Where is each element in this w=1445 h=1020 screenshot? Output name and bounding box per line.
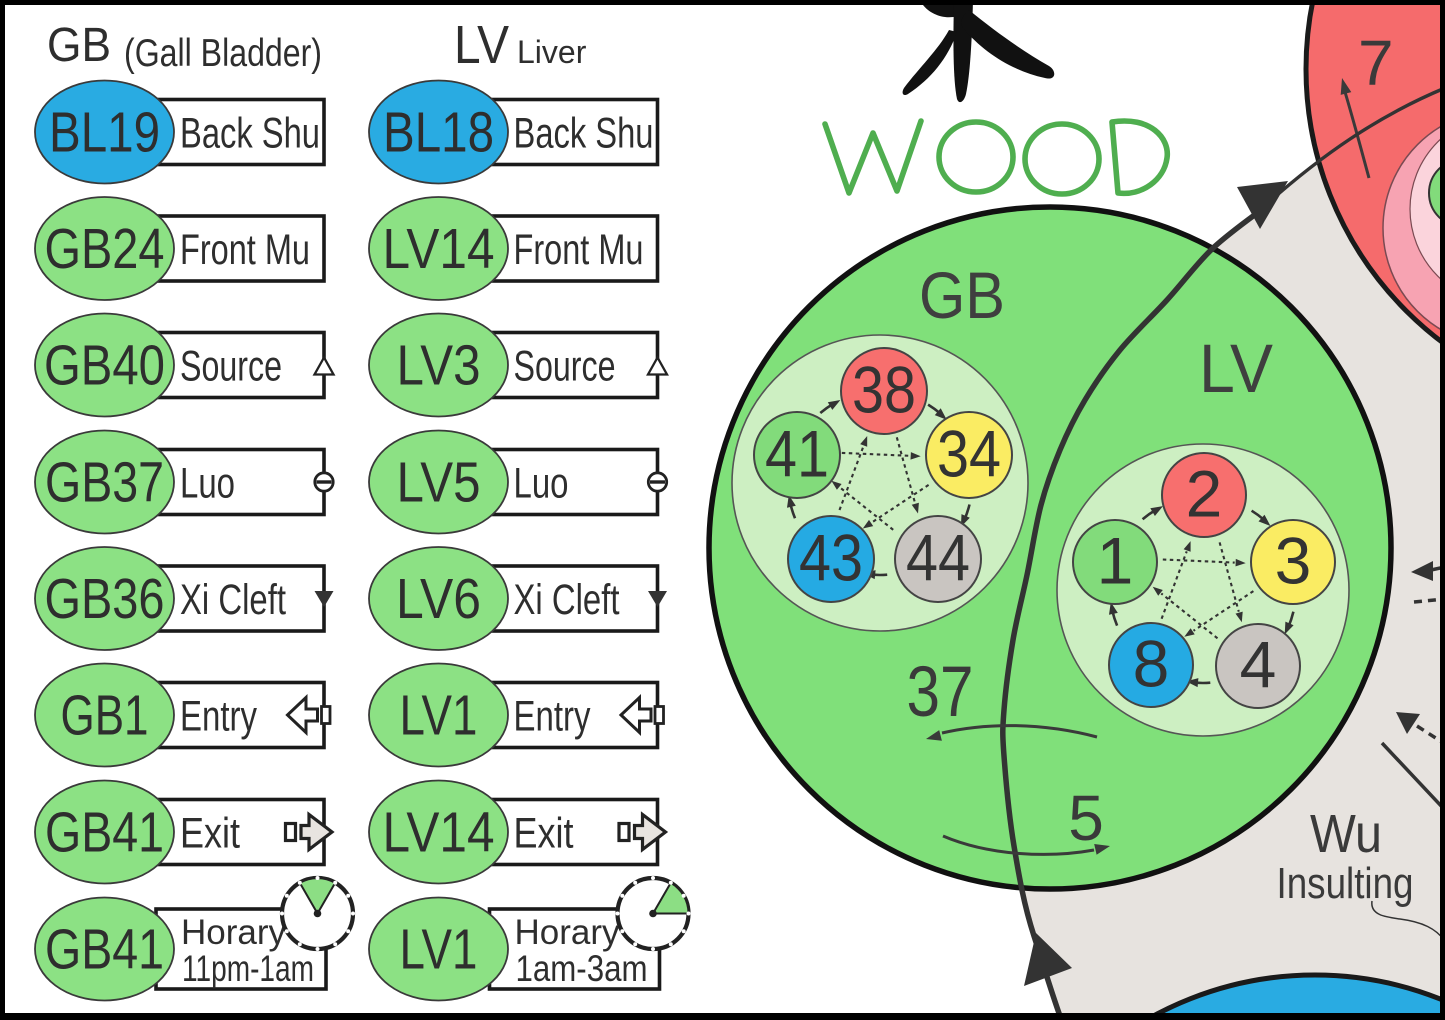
svg-text:Exit: Exit xyxy=(180,810,240,858)
svg-text:(Gall Bladder): (Gall Bladder) xyxy=(124,32,322,75)
svg-text:1am-3am: 1am-3am xyxy=(516,948,648,989)
svg-text:LV14: LV14 xyxy=(383,217,495,281)
svg-text:Luo: Luo xyxy=(180,460,235,508)
svg-text:GB41: GB41 xyxy=(45,918,164,982)
svg-text:Liver: Liver xyxy=(517,34,587,70)
svg-text:GB36: GB36 xyxy=(45,567,165,631)
svg-text:Back Shu: Back Shu xyxy=(514,110,654,158)
svg-text:Wu: Wu xyxy=(1310,804,1382,864)
svg-text:Luo: Luo xyxy=(514,460,569,508)
svg-text:LV14: LV14 xyxy=(383,801,495,865)
svg-text:34: 34 xyxy=(937,417,1001,491)
svg-text:43: 43 xyxy=(799,521,863,595)
svg-text:GB40: GB40 xyxy=(44,334,165,398)
svg-text:Front Mu: Front Mu xyxy=(180,226,310,274)
svg-text:11pm-1am: 11pm-1am xyxy=(182,948,314,989)
svg-text:1: 1 xyxy=(1097,524,1134,598)
svg-text:Insulting: Insulting xyxy=(1277,860,1414,908)
svg-text:38: 38 xyxy=(852,353,916,427)
svg-text:GB: GB xyxy=(919,258,1005,332)
svg-text:7: 7 xyxy=(1358,27,1394,99)
svg-text:Source: Source xyxy=(180,343,282,391)
svg-text:Front Mu: Front Mu xyxy=(514,226,644,274)
svg-text:Horary: Horary xyxy=(181,913,287,952)
svg-text:GB41: GB41 xyxy=(45,801,164,865)
svg-text:GB37: GB37 xyxy=(45,451,164,515)
svg-text:Xi Cleft: Xi Cleft xyxy=(180,576,286,624)
svg-text:41: 41 xyxy=(765,417,829,491)
svg-text:LV: LV xyxy=(454,15,509,75)
svg-text:LV5: LV5 xyxy=(397,451,481,515)
svg-text:37: 37 xyxy=(907,653,974,732)
svg-text:44: 44 xyxy=(906,521,970,595)
svg-text:LV3: LV3 xyxy=(397,334,481,398)
svg-text:GB24: GB24 xyxy=(45,217,165,281)
svg-text:Horary: Horary xyxy=(515,913,621,952)
svg-text:LV6: LV6 xyxy=(396,567,481,631)
svg-text:Source: Source xyxy=(514,343,616,391)
svg-text:Xi Cleft: Xi Cleft xyxy=(514,576,620,624)
svg-text:BL18: BL18 xyxy=(383,101,494,165)
svg-text:4: 4 xyxy=(1240,628,1277,702)
svg-text:Back Shu: Back Shu xyxy=(180,110,320,158)
svg-text:8: 8 xyxy=(1133,627,1170,701)
svg-text:Entry: Entry xyxy=(180,693,257,741)
svg-text:BL19: BL19 xyxy=(49,101,160,165)
svg-text:Entry: Entry xyxy=(514,693,591,741)
svg-text:Exit: Exit xyxy=(514,810,574,858)
svg-text:2: 2 xyxy=(1186,457,1223,531)
svg-text:3: 3 xyxy=(1275,524,1312,598)
svg-text:LV1: LV1 xyxy=(400,684,478,748)
svg-text:LV1: LV1 xyxy=(400,918,478,982)
svg-text:5: 5 xyxy=(1068,782,1104,854)
svg-text:LV: LV xyxy=(1199,330,1273,407)
svg-text:GB1: GB1 xyxy=(61,684,149,748)
svg-text:GB: GB xyxy=(47,19,111,72)
